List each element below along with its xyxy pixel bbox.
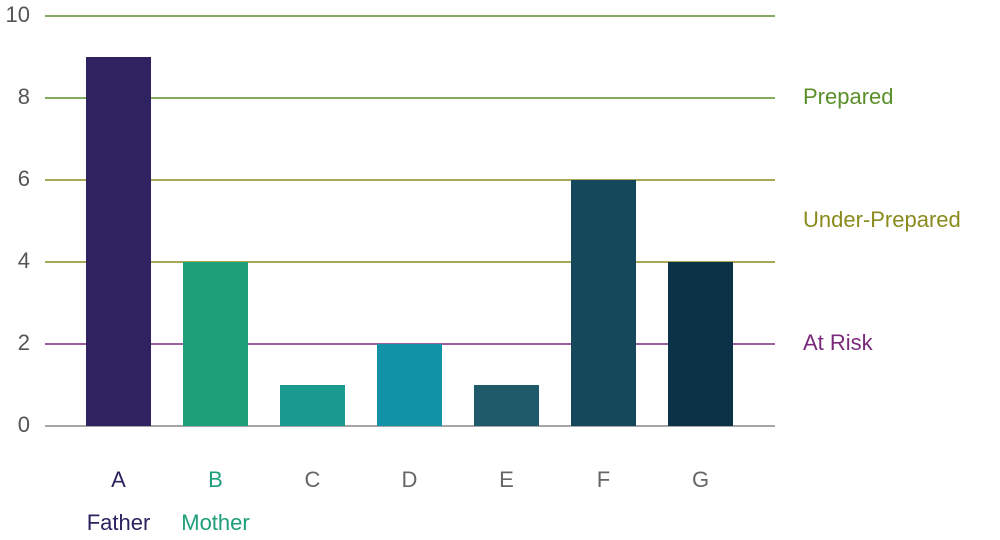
x-tick-label: E [499, 467, 514, 492]
bar [571, 180, 636, 426]
y-tick-label: 2 [18, 330, 30, 355]
bar [474, 385, 539, 426]
y-tick-label: 4 [18, 248, 30, 273]
zone-label: Prepared [803, 84, 894, 109]
bar [668, 262, 733, 426]
y-tick-label: 6 [18, 166, 30, 191]
y-tick-label: 10 [6, 2, 30, 27]
x-tick-label: F [597, 467, 610, 492]
x-sublabel: Father [87, 510, 151, 535]
x-tick-label: B [208, 467, 223, 492]
x-tick-label: G [692, 467, 709, 492]
x-tick-label: D [402, 467, 418, 492]
y-tick-label: 8 [18, 84, 30, 109]
zone-label: Under-Prepared [803, 207, 961, 232]
x-tick-label: A [111, 467, 126, 492]
y-tick-label: 0 [18, 412, 30, 437]
bar [377, 344, 442, 426]
x-sublabel: Mother [181, 510, 249, 535]
bar [183, 262, 248, 426]
bar [86, 57, 151, 426]
zone-label: At Risk [803, 330, 874, 355]
bar [280, 385, 345, 426]
x-tick-label: C [305, 467, 321, 492]
